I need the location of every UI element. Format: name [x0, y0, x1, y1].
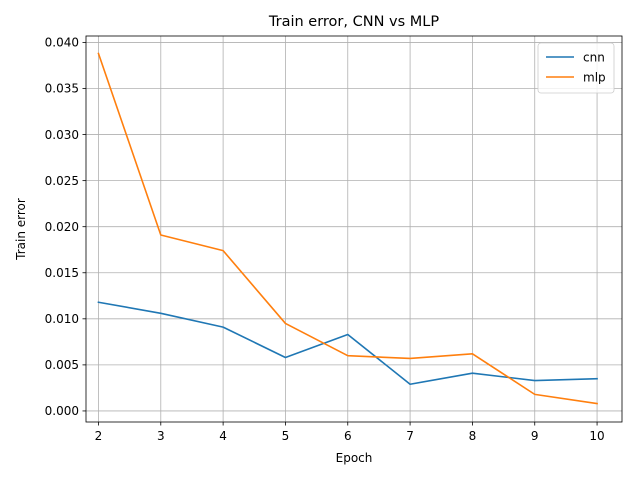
x-tick-label: 5: [282, 429, 290, 443]
x-tick-label: 7: [406, 429, 414, 443]
y-tick-label: 0.025: [45, 174, 79, 188]
y-tick-label: 0.015: [45, 266, 79, 280]
series-line-cnn: [97, 301, 598, 386]
x-tick-label: 9: [531, 429, 539, 443]
y-tick-label: 0.005: [45, 358, 79, 372]
legend-label-mlp: mlp: [583, 70, 606, 84]
x-tick-label: 6: [344, 429, 352, 443]
chart-title: Train error, CNN vs MLP: [268, 14, 439, 30]
x-tick-label: 8: [469, 429, 477, 443]
series-line-mlp: [97, 52, 598, 405]
y-tick-label: 0.020: [45, 220, 79, 234]
x-tick-label: 10: [589, 429, 604, 443]
y-tick-label: 0.040: [45, 36, 79, 50]
x-tick-label: 2: [95, 429, 103, 443]
legend-label-cnn: cnn: [583, 50, 605, 64]
axis-ticks: 2 3 4 5 6 7 8 9 10 0.000 0.005 0.010 0.015 0.020 0.025…: [45, 36, 605, 443]
x-tick-label: 3: [157, 429, 165, 443]
plot-area: [86, 36, 622, 422]
y-tick-label: 0.035: [45, 82, 79, 96]
series-lines: [97, 52, 598, 405]
grid-lines: [86, 36, 622, 422]
y-tick-label: 0.030: [45, 128, 79, 142]
y-tick-label: 0.000: [45, 404, 79, 418]
x-tick-label: 4: [219, 429, 227, 443]
y-axis-label: Train error: [14, 198, 28, 261]
legend-box: [537, 42, 615, 94]
axes-frame: [85, 35, 623, 423]
x-axis-label: Epoch: [336, 451, 373, 465]
legend: cnn mlp: [537, 42, 615, 94]
y-tick-label: 0.010: [45, 312, 79, 326]
